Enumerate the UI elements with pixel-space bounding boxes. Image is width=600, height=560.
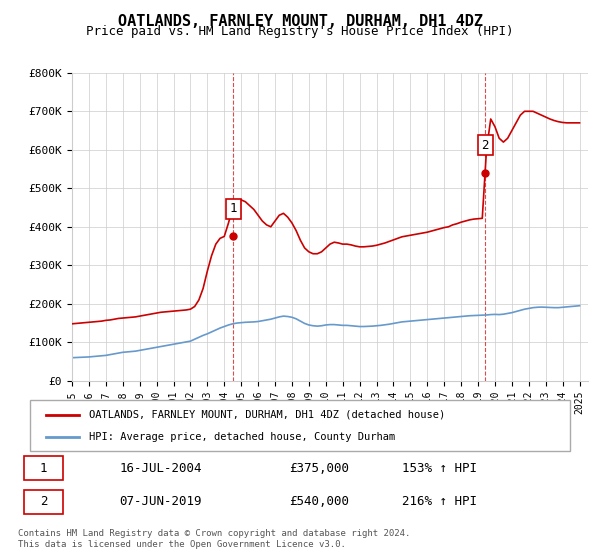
Text: 216% ↑ HPI: 216% ↑ HPI [401,496,476,508]
FancyBboxPatch shape [23,456,63,480]
Text: 1: 1 [230,202,237,215]
Text: £540,000: £540,000 [289,496,349,508]
FancyBboxPatch shape [30,400,570,451]
FancyBboxPatch shape [23,490,63,514]
Text: Contains HM Land Registry data © Crown copyright and database right 2024.
This d: Contains HM Land Registry data © Crown c… [18,529,410,549]
Text: Price paid vs. HM Land Registry's House Price Index (HPI): Price paid vs. HM Land Registry's House … [86,25,514,38]
Text: OATLANDS, FARNLEY MOUNT, DURHAM, DH1 4DZ (detached house): OATLANDS, FARNLEY MOUNT, DURHAM, DH1 4DZ… [89,409,446,419]
Text: HPI: Average price, detached house, County Durham: HPI: Average price, detached house, Coun… [89,432,395,442]
Text: 07-JUN-2019: 07-JUN-2019 [119,496,202,508]
Text: £375,000: £375,000 [289,462,349,475]
Text: 1: 1 [40,462,47,475]
Text: OATLANDS, FARNLEY MOUNT, DURHAM, DH1 4DZ: OATLANDS, FARNLEY MOUNT, DURHAM, DH1 4DZ [118,14,482,29]
Text: 2: 2 [40,496,47,508]
Text: 153% ↑ HPI: 153% ↑ HPI [401,462,476,475]
Text: 16-JUL-2004: 16-JUL-2004 [119,462,202,475]
Text: 2: 2 [482,139,489,152]
